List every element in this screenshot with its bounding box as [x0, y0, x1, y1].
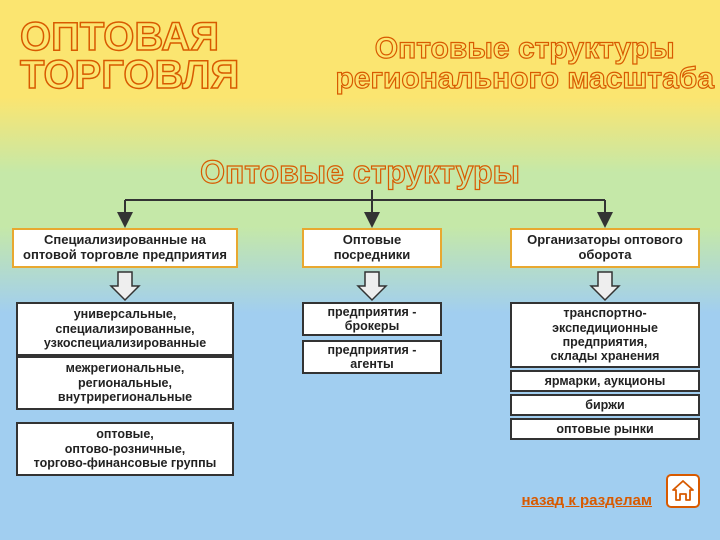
col1-item-3: оптовые,оптово-розничные,торгово-финансо…	[16, 422, 234, 476]
back-link[interactable]: назад к разделам	[521, 492, 652, 510]
section-title: Оптовые структуры	[200, 154, 520, 191]
home-icon[interactable]	[666, 474, 700, 508]
main-title: ОПТОВАЯТОРГОВЛЯ	[20, 18, 239, 94]
col1-item-2: межрегиональные, региональные, внутрирег…	[16, 356, 234, 410]
col1-item-1: универсальные, специализированные, узкос…	[16, 302, 234, 356]
col1-head: Специализированные на оптовой торговле п…	[12, 228, 238, 268]
col3-item-2: ярмарки, аукционы	[510, 370, 700, 392]
col2-head: Оптовые посредники	[302, 228, 442, 268]
col3-item-4: оптовые рынки	[510, 418, 700, 440]
subtitle: Оптовые структурырегионального масштаба	[335, 34, 714, 94]
col2-item-1: предприятия - брокеры	[302, 302, 442, 336]
col3-item-1: транспортно-экспедиционные предприятия,с…	[510, 302, 700, 368]
col3-head: Организаторы оптового оборота	[510, 228, 700, 268]
col2-item-2: предприятия - агенты	[302, 340, 442, 374]
col3-item-3: биржи	[510, 394, 700, 416]
